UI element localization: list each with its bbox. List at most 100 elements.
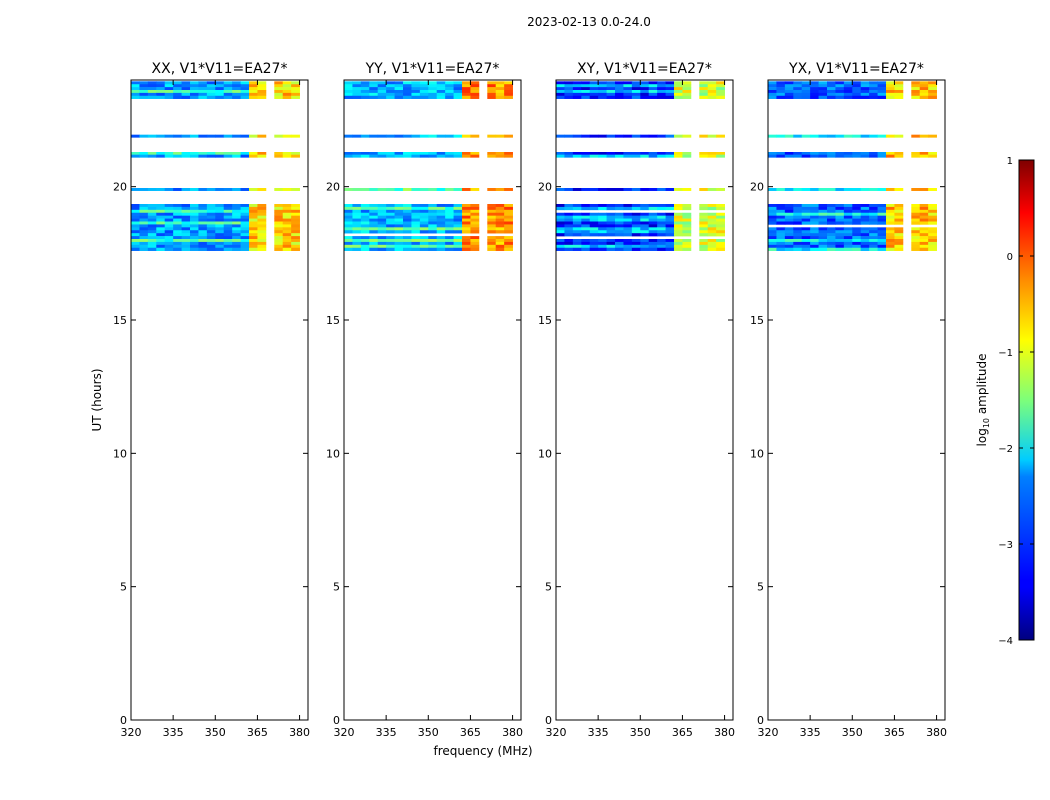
heatmap-cell: [428, 247, 438, 251]
heatmap-cell: [911, 212, 921, 216]
heatmap-cell: [657, 81, 666, 85]
heatmap-cell: [928, 154, 937, 158]
heatmap-cell: [589, 134, 599, 138]
heatmap-cell: [470, 84, 480, 88]
heatmap-cell: [436, 239, 446, 243]
heatmap-cell: [877, 247, 887, 251]
heatmap-cell: [581, 87, 591, 91]
heatmap-cell: [190, 239, 199, 243]
heatmap-cell: [852, 84, 862, 88]
heatmap-cell: [206, 152, 216, 155]
heatmap-cell: [835, 247, 845, 251]
heatmap-cell: [131, 209, 140, 214]
y-tick-label: 15: [538, 314, 552, 327]
heatmap-cell: [886, 233, 895, 237]
heatmap-cell: [556, 92, 565, 97]
heatmap-cell: [386, 154, 395, 158]
heatmap-cell: [394, 95, 404, 99]
heatmap-cell: [139, 206, 149, 211]
heatmap-cell: [648, 244, 658, 249]
heatmap-cell: [818, 95, 828, 99]
heatmap-cell: [699, 81, 709, 85]
heatmap-cell: [598, 90, 607, 94]
heatmap-cell: [919, 81, 929, 85]
heatmap-cell: [852, 87, 862, 91]
heatmap-cell: [615, 95, 624, 99]
heatmap-cell: [801, 236, 811, 240]
heatmap-cell: [173, 154, 182, 158]
heatmap-cell: [776, 236, 786, 240]
heatmap-cell: [223, 239, 233, 243]
heatmap-cell: [818, 204, 828, 208]
heatmap-cell: [835, 212, 845, 216]
heatmap-cell: [581, 241, 591, 246]
heatmap-cell: [860, 239, 870, 243]
heatmap-cell: [827, 206, 836, 211]
heatmap-cell: [403, 244, 412, 249]
heatmap-cell: [190, 90, 199, 94]
heatmap-cell: [369, 218, 379, 222]
heatmap-cell: [776, 244, 786, 249]
heatmap-cell: [198, 215, 208, 219]
heatmap-cell: [232, 224, 241, 228]
heatmap-cell: [131, 233, 140, 237]
heatmap-cell: [198, 84, 208, 88]
heatmap-cell: [419, 241, 429, 246]
heatmap-cell: [919, 95, 929, 99]
heatmap-cell: [131, 218, 140, 222]
heatmap-cell: [411, 247, 421, 251]
heatmap-cell: [462, 241, 471, 246]
heatmap-cell: [919, 227, 929, 231]
heatmap-cell: [495, 87, 505, 91]
heatmap-cell: [648, 154, 658, 158]
heatmap-cell: [139, 239, 149, 243]
heatmap-cell: [504, 81, 513, 85]
heatmap-cell: [156, 227, 166, 231]
heatmap-cell: [835, 87, 845, 91]
heatmap-cell: [504, 152, 513, 155]
heatmap-cell: [640, 90, 650, 94]
y-axis-label: UT (hours): [90, 368, 104, 431]
heatmap-cell: [615, 218, 624, 222]
heatmap-cell: [386, 221, 395, 225]
heatmap-cell: [793, 241, 803, 246]
heatmap-cell: [198, 224, 208, 228]
heatmap-cell: [419, 87, 429, 91]
heatmap-cell: [274, 236, 284, 240]
heatmap-cell: [682, 239, 692, 243]
heatmap-cell: [886, 215, 895, 219]
heatmap-cell: [606, 233, 616, 237]
heatmap-cell: [623, 227, 633, 231]
heatmap-cell: [827, 244, 836, 249]
heatmap-cell: [377, 188, 387, 191]
heatmap-cell: [682, 154, 692, 158]
heatmap-cell: [369, 152, 379, 155]
heatmap-cell: [894, 215, 904, 219]
heatmap-cell: [282, 215, 292, 219]
heatmap-cell: [164, 230, 174, 234]
heatmap-cell: [360, 236, 370, 240]
heatmap-cell: [919, 230, 929, 234]
heatmap-cell: [589, 81, 599, 85]
heatmap-cell: [869, 206, 878, 211]
heatmap-cell: [776, 241, 786, 246]
heatmap-cell: [394, 92, 404, 97]
heatmap-cell: [843, 215, 853, 219]
heatmap-cell: [852, 204, 862, 208]
heatmap-cell: [352, 215, 362, 219]
heatmap-cell: [589, 84, 599, 88]
heatmap-cell: [598, 247, 607, 251]
heatmap-cell: [470, 221, 480, 225]
heatmap-cell: [403, 154, 412, 158]
heatmap-cell: [139, 209, 149, 214]
heatmap-cell: [776, 239, 786, 243]
heatmap-cell: [436, 215, 446, 219]
heatmap-cell: [564, 241, 574, 246]
heatmap-cell: [623, 90, 633, 94]
heatmap-cell: [462, 95, 471, 99]
heatmap-cell: [190, 215, 199, 219]
heatmap-cell: [198, 154, 208, 158]
heatmap-cell: [648, 227, 658, 231]
heatmap-cell: [768, 215, 777, 219]
heatmap-cell: [487, 92, 497, 97]
